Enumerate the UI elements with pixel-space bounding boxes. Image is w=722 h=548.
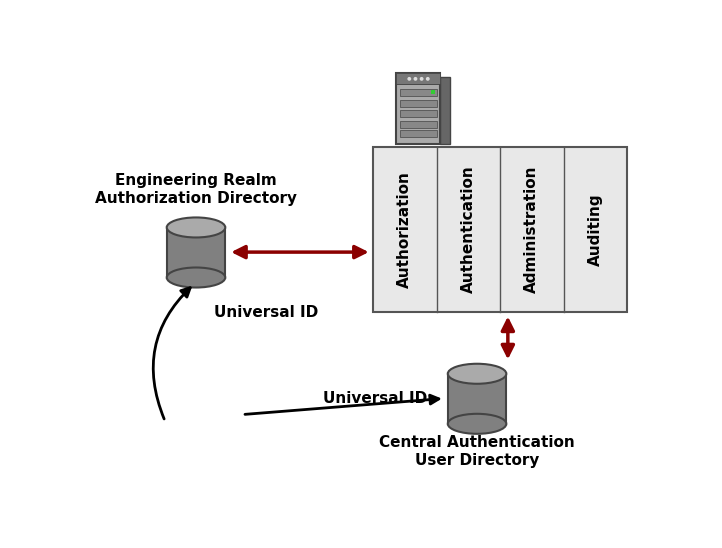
Bar [396, 73, 440, 144]
Text: Central Authentication
User Directory: Central Authentication User Directory [379, 435, 575, 468]
Text: Administration: Administration [524, 165, 539, 293]
Bar [400, 130, 437, 138]
Ellipse shape [167, 267, 225, 288]
Circle shape [414, 77, 417, 81]
Bar [373, 147, 627, 312]
Text: Engineering Realm
Authorization Directory: Engineering Realm Authorization Director… [95, 174, 297, 206]
FancyArrowPatch shape [153, 288, 190, 419]
Bar [448, 374, 506, 424]
Text: Authorization: Authorization [397, 171, 412, 288]
Bar [400, 89, 437, 96]
Bar [431, 90, 435, 94]
Bar [167, 227, 225, 277]
Bar [400, 121, 437, 128]
Text: Universal ID: Universal ID [323, 391, 427, 406]
Text: Authentication: Authentication [461, 165, 476, 293]
Ellipse shape [448, 364, 506, 384]
Circle shape [419, 77, 424, 81]
Bar [396, 73, 440, 84]
Circle shape [426, 77, 430, 81]
Text: Universal ID: Universal ID [214, 305, 318, 319]
Text: Auditing: Auditing [588, 193, 603, 266]
Circle shape [407, 77, 412, 81]
Ellipse shape [448, 414, 506, 434]
Bar [400, 110, 437, 117]
Bar [400, 100, 437, 106]
Bar [440, 77, 450, 144]
Ellipse shape [167, 218, 225, 237]
